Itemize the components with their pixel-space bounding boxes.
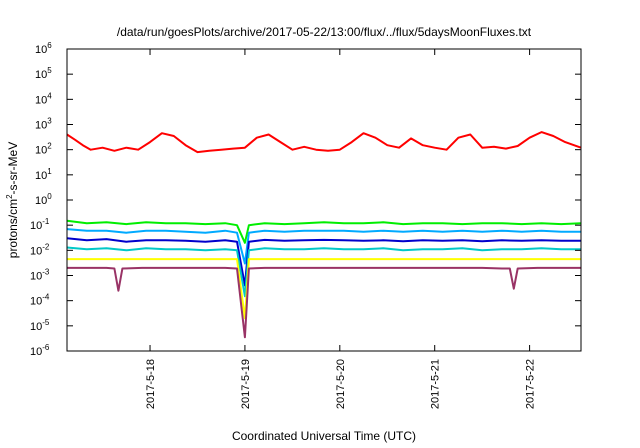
x-tick-label: 2017-5-19: [240, 359, 252, 409]
series-line-6: [67, 266, 581, 339]
x-tick-label: 2017-5-22: [525, 359, 537, 409]
y-tick-base: 10: [35, 69, 47, 81]
x-tick-label: 2017-5-21: [430, 359, 442, 409]
y-tick-label: 104: [35, 91, 52, 106]
x-axis-label: Coordinated Universal Time (UTC): [232, 429, 416, 443]
y-tick-label: 101: [35, 167, 52, 182]
series-layer: [66, 131, 582, 339]
y-label-prefix: protons/cm: [6, 199, 20, 258]
y-tick-base: 10: [35, 170, 47, 182]
series-line-4: [66, 246, 581, 298]
x-tick-label: 2017-5-20: [335, 359, 347, 409]
y-tick-label: 10-6: [30, 343, 50, 358]
y-tick-base: 10: [35, 120, 47, 132]
y-tick-exponent: -6: [42, 343, 50, 352]
y-tick-label: 100: [35, 192, 52, 207]
y-tick-base: 10: [30, 296, 42, 308]
y-tick-label: 102: [35, 142, 52, 157]
y-tick-exponent: 1: [47, 167, 52, 176]
y-axis: 10-610-510-410-310-210-11001011021031041…: [30, 41, 581, 358]
series-line-5: [67, 258, 581, 320]
y-tick-label: 106: [35, 41, 52, 56]
chart-title: /data/run/goesPlots/archive/2017-05-22/1…: [117, 25, 532, 39]
y-tick-exponent: -3: [42, 268, 50, 277]
y-tick-base: 10: [35, 44, 47, 56]
y-tick-base: 10: [30, 321, 42, 333]
y-tick-label: 105: [35, 66, 52, 81]
y-tick-base: 10: [30, 271, 42, 283]
y-tick-label: 103: [35, 117, 52, 132]
y-tick-exponent: 4: [47, 91, 52, 100]
y-tick-exponent: -2: [42, 242, 50, 251]
y-tick-base: 10: [30, 245, 42, 257]
y-tick-exponent: -4: [42, 293, 50, 302]
y-tick-exponent: 0: [47, 192, 52, 201]
y-tick-label: 10-3: [30, 268, 50, 283]
y-tick-base: 10: [30, 346, 42, 358]
y-label-sup: 2: [5, 194, 14, 199]
y-tick-exponent: -5: [42, 318, 50, 327]
plot-frame: [66, 48, 582, 352]
y-axis-label: protons/cm2-s-sr-MeV: [5, 142, 20, 258]
series-line-2: [66, 228, 581, 265]
y-tick-label: 10-4: [30, 293, 50, 308]
y-tick-base: 10: [35, 94, 47, 106]
series-line-1: [66, 219, 582, 244]
series-line-0: [66, 131, 582, 154]
y-tick-exponent: 5: [47, 66, 52, 75]
y-tick-exponent: -1: [42, 217, 50, 226]
y-tick-base: 10: [30, 220, 42, 232]
y-tick-exponent: 3: [47, 117, 52, 126]
x-axis: 2017-5-18 2017-5-19 2017-5-20 2017-5-21 2017…: [145, 49, 537, 409]
y-tick-label: 10-1: [30, 217, 50, 232]
y-tick-exponent: 2: [47, 142, 52, 151]
y-tick-base: 10: [35, 195, 47, 207]
x-tick-label: 2017-5-18: [145, 359, 157, 409]
y-label-suffix: -s-sr-MeV: [6, 142, 20, 195]
y-tick-exponent: 6: [47, 41, 52, 50]
y-tick-label: 10-5: [30, 318, 50, 333]
y-tick-label: 10-2: [30, 242, 50, 257]
series-line-3: [66, 237, 581, 287]
y-tick-base: 10: [35, 145, 47, 157]
